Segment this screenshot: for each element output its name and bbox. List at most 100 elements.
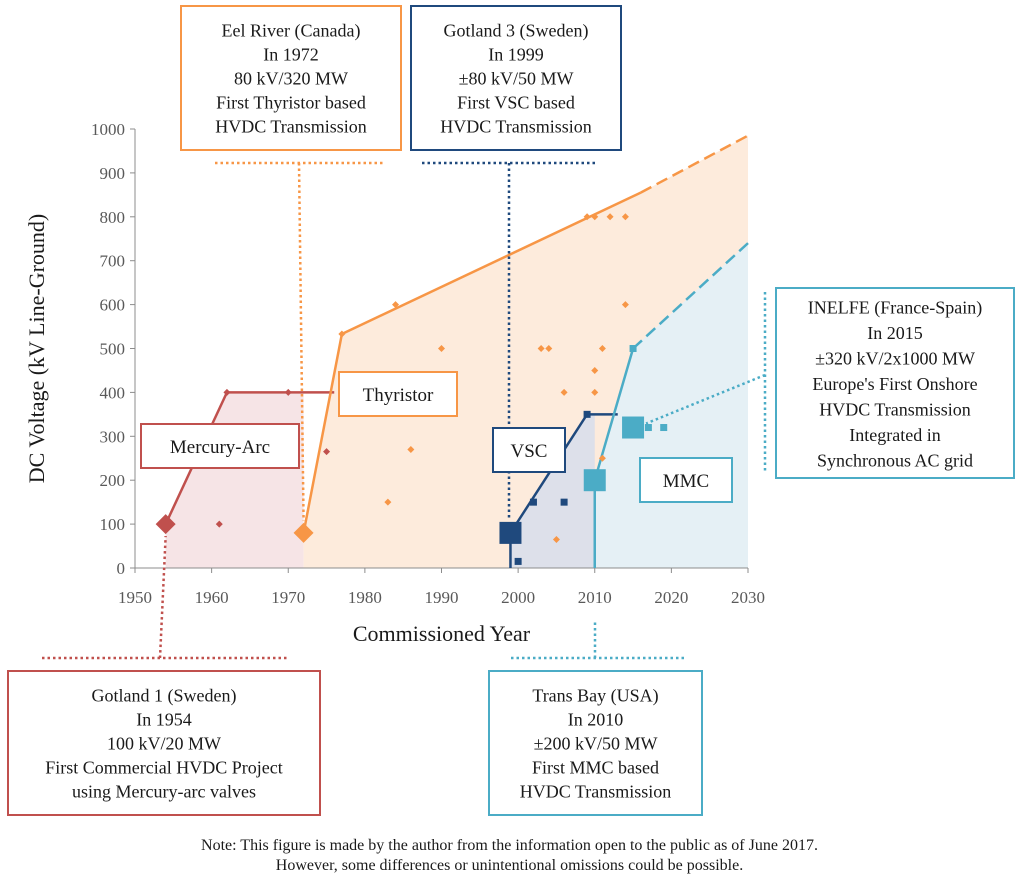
y-tick-label: 800 (100, 208, 126, 227)
y-tick-label: 600 (100, 296, 126, 315)
gotland1-annotation-line: In 1954 (136, 710, 192, 730)
y-tick-label: 500 (100, 340, 126, 359)
gotland3-annotation-line: ±80 kV/50 MW (459, 69, 574, 89)
y-tick-label: 900 (100, 164, 126, 183)
data-point (223, 388, 231, 396)
x-tick-label: 2020 (654, 588, 688, 607)
mmc-label-text: MMC (663, 471, 709, 492)
y-axis-title: DC Voltage (kV Line-Ground) (24, 214, 49, 483)
inelfe-annotation-frame (775, 287, 1015, 479)
data-point (598, 454, 606, 462)
gotland1-annotation: Gotland 1 (Sweden) In 1954 100 kV/20 MW Fir… (7, 670, 321, 816)
data-point (606, 213, 614, 221)
inelfe-annotation-line: INELFE (France-Spain) (808, 298, 982, 319)
vsc-region (510, 414, 595, 568)
eel-river-annotation-line: HVDC Transmission (215, 117, 367, 137)
data-point (591, 388, 599, 396)
milestone-point (293, 522, 314, 543)
y-tick-label: 700 (100, 252, 126, 271)
milestone-point (499, 521, 522, 544)
x-axis-title: Commissioned Year (353, 621, 531, 646)
x-tick-label: 1970 (271, 588, 305, 607)
transbay-annotation-line: HVDC Transmission (520, 782, 672, 802)
milestone-point (583, 469, 606, 492)
vsc-label-text: VSC (511, 441, 548, 462)
eel-river-annotation: Eel River (Canada) In 1972 80 kV/320 MW Fir… (180, 5, 402, 151)
inelfe-annotation-line: Synchronous AC grid (817, 451, 973, 471)
data-point (407, 445, 415, 453)
mmc-label-frame (639, 457, 733, 503)
mercury-arc-label: Mercury-Arc (140, 423, 300, 469)
eel-river-annotation-line: 80 kV/320 MW (234, 69, 348, 89)
vsc-label: VSC (492, 427, 566, 473)
eel-river-annotation-line: First Thyristor based (216, 93, 366, 113)
projected-envelope-line-3 (632, 242, 749, 350)
x-tick-label: 2030 (731, 588, 765, 607)
milestone-point (155, 514, 176, 535)
y-tick-label: 100 (100, 515, 126, 534)
y-tick-label: 400 (100, 383, 126, 402)
data-point (621, 213, 629, 221)
data-point (591, 366, 599, 374)
transbay-annotation-line: In 2010 (568, 710, 624, 730)
data-point (537, 345, 545, 352)
gotland1-leader (158, 536, 167, 659)
transbay-annotation: Trans Bay (USA) In 2010 ±200 kV/50 MW First… (488, 670, 703, 816)
data-point (629, 345, 637, 352)
data-point (560, 498, 568, 506)
inelfe-annotation-line: In 2015 (867, 323, 923, 343)
milestone-point (622, 416, 645, 439)
y-tick-label: 1000 (91, 120, 125, 139)
y-tick-label: 200 (100, 471, 126, 490)
data-point (338, 330, 346, 338)
y-tick-label: 0 (117, 559, 126, 578)
hvdc-timeline-chart: 0 100 200 300 400 500 600 700 800 900 1000 1950 1960… (7, 5, 1015, 816)
transbay-annotation-line: Trans Bay (USA) (532, 686, 658, 707)
footnote-line-1: Note: This figure is made by the author … (201, 837, 818, 854)
mercury-arc-label-text: Mercury-Arc (170, 437, 270, 458)
data-point (215, 520, 223, 528)
data-point (583, 410, 591, 418)
data-point (660, 424, 668, 432)
x-tick-label: 2010 (578, 588, 612, 607)
inelfe-annotation-line: Europe's First Onshore (812, 374, 977, 394)
gotland1-annotation-line: using Mercury-arc valves (72, 782, 256, 802)
data-point (514, 557, 522, 565)
x-tick-label: 1960 (195, 588, 229, 607)
eel-river-annotation-line: Eel River (Canada) (222, 21, 361, 42)
x-tick-label: 1950 (118, 588, 152, 607)
transbay-annotation-frame (488, 670, 703, 816)
data-point (323, 448, 331, 456)
gotland1-annotation-line: 100 kV/20 MW (107, 734, 221, 754)
gotland3-annotation-line: HVDC Transmission (440, 117, 592, 137)
gotland3-annotation-line: In 1999 (488, 45, 544, 65)
gotland3-annotation-line: Gotland 3 (Sweden) (444, 21, 589, 42)
footnote-line-2: However, some differences or unintention… (275, 857, 744, 874)
data-point (598, 345, 606, 352)
transbay-annotation-line: ±200 kV/50 MW (534, 734, 658, 754)
thyristor-label: Thyristor (338, 371, 458, 417)
data-point (560, 388, 568, 396)
eel-river-annotation-line: In 1972 (263, 45, 319, 65)
data-point (438, 345, 445, 352)
y-tick-label: 300 (100, 427, 126, 446)
x-tick-label: 2000 (501, 588, 535, 607)
inelfe-annotation-line: ±320 kV/2x1000 MW (815, 349, 975, 369)
vsc-label-frame (492, 427, 566, 473)
data-point (621, 301, 629, 309)
data-point (392, 301, 400, 309)
data-point (644, 424, 652, 432)
inelfe-annotation-line: HVDC Transmission (819, 400, 971, 420)
data-point (384, 498, 392, 506)
x-tick-label: 1980 (348, 588, 382, 607)
transbay-annotation-line: First MMC based (532, 758, 659, 778)
gotland1-annotation-line: Gotland 1 (Sweden) (92, 686, 237, 707)
data-point (583, 213, 591, 221)
projected-envelope-line-1 (640, 134, 749, 194)
data-point (284, 388, 292, 396)
data-point (591, 213, 599, 221)
eel-river-leader (297, 162, 305, 521)
eel-river-annotation-frame (180, 5, 402, 151)
gotland1-annotation-line: First Commercial HVDC Project (45, 758, 282, 778)
gotland3-annotation-frame (410, 5, 622, 151)
